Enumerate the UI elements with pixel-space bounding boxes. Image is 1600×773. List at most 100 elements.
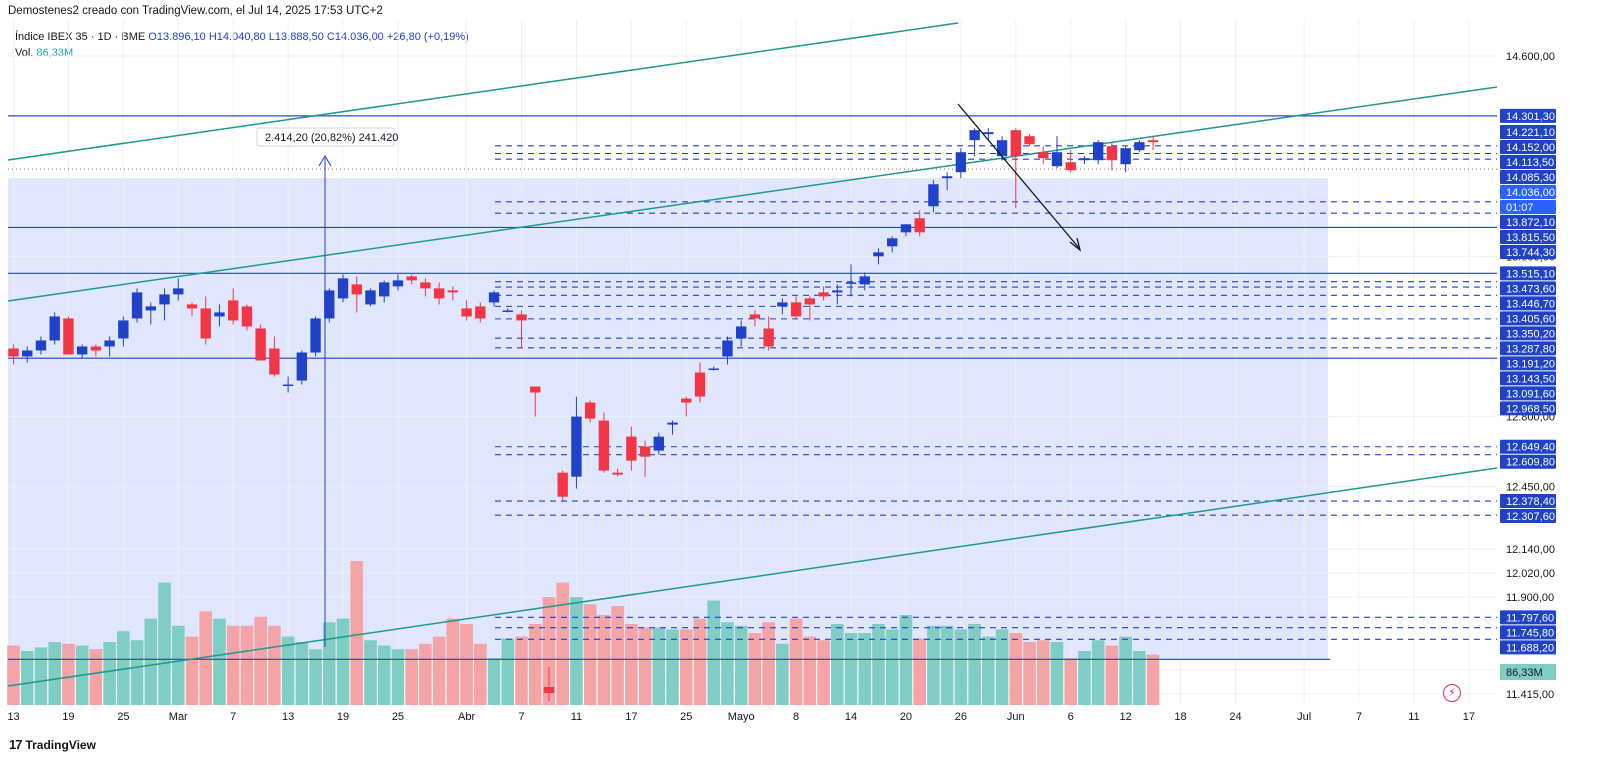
- candle-body: [887, 238, 898, 247]
- measure-label: 2.414,20 (20,82%) 241.420: [265, 132, 398, 144]
- candle-body: [420, 282, 431, 289]
- channel-line: [7, 86, 1498, 302]
- volume-bar: [885, 629, 899, 705]
- time-axis-label: 25: [392, 711, 404, 723]
- volume-bar: [501, 638, 515, 705]
- price-tag-label: 12.968,50: [1506, 403, 1555, 415]
- price-tag: [1500, 184, 1556, 199]
- volume-bar: [679, 629, 693, 705]
- candle-body: [914, 218, 925, 233]
- time-axis-label: Jun: [1007, 711, 1025, 723]
- time-axis-label: 18: [1174, 711, 1186, 723]
- candle-body: [22, 350, 33, 357]
- candle-body: [516, 314, 527, 321]
- candle-body: [35, 340, 47, 351]
- candle-body: [859, 276, 870, 285]
- volume-bar: [913, 638, 926, 705]
- price-tag-label: 13.473,60: [1506, 283, 1555, 295]
- candle-body: [488, 292, 500, 303]
- volume-bar: [213, 618, 226, 705]
- price-tag-label: 13.515,10: [1506, 268, 1555, 280]
- candle-body: [681, 398, 692, 403]
- volume-bar: [542, 597, 556, 705]
- candle-body: [200, 308, 211, 339]
- volume-bar: [1023, 642, 1036, 705]
- candle-body: [49, 316, 60, 341]
- volume-bar: [858, 633, 872, 705]
- time-axis-label: 8: [793, 711, 799, 723]
- candle-body: [1051, 152, 1063, 167]
- candle-body: [502, 310, 513, 312]
- time-axis-label: 25: [680, 711, 692, 723]
- symbol-legend: Índice IBEX 35 · 1D · BME O13.896,10 H14…: [15, 29, 469, 61]
- price-tag-label: 13.872,10: [1506, 217, 1555, 229]
- volume-bar: [789, 618, 803, 705]
- price-tag-label: 13.091,60: [1506, 388, 1555, 400]
- candle-body: [928, 184, 939, 207]
- price-axis-label: 12.020,00: [1506, 568, 1555, 580]
- brand-name: TradingView: [25, 737, 96, 752]
- channel-line: [7, 467, 1498, 687]
- time-axis-label: 12: [1120, 711, 1132, 723]
- volume-bar: [117, 631, 130, 705]
- price-tag: [1500, 281, 1556, 296]
- time-axis-label: 7: [518, 711, 524, 723]
- price-tag-label: 13.191,20: [1506, 358, 1555, 370]
- candle-body: [324, 290, 335, 319]
- volume-bar: [721, 622, 734, 705]
- price-tag: [1500, 625, 1556, 640]
- candle-body: [598, 420, 610, 471]
- candle-body: [227, 300, 239, 321]
- candle-body: [832, 290, 843, 293]
- volume-bar: [995, 629, 1009, 705]
- symbol-name[interactable]: Índice IBEX 35 · 1D · BME: [15, 31, 146, 43]
- volume-bar: [377, 645, 391, 705]
- volume-bar: [240, 625, 254, 705]
- price-tag: [1500, 326, 1556, 341]
- volume-bar: [515, 636, 528, 705]
- price-tag-label: 14.221,10: [1506, 127, 1555, 139]
- volume-bar: [1036, 640, 1050, 705]
- change-value: +26,80 (+0,19%): [386, 31, 469, 43]
- volume-bar: [254, 616, 267, 705]
- low-value: L13.888,50: [268, 31, 324, 43]
- volume-bar: [419, 643, 432, 705]
- volume-bar: [460, 624, 473, 705]
- candle-body: [735, 326, 747, 339]
- volume-bar: [432, 636, 446, 705]
- price-tag-label: 14.113,50: [1506, 157, 1554, 169]
- time-axis-label: 19: [337, 711, 349, 723]
- volume-bar: [336, 618, 350, 705]
- lightning-icon[interactable]: ⚡: [1443, 684, 1461, 702]
- candle-body: [543, 686, 555, 693]
- candle-body: [1024, 136, 1035, 145]
- candle-body: [639, 446, 651, 457]
- candle-body: [365, 290, 376, 305]
- price-tag: [1500, 296, 1556, 311]
- volume-bar: [130, 640, 144, 705]
- price-tag-label: 13.350,20: [1506, 328, 1555, 340]
- price-axis-label: 11.900,00: [1506, 592, 1554, 604]
- time-axis-label: 7: [1356, 711, 1362, 723]
- volume-bar: [185, 636, 199, 705]
- tradingview-logo[interactable]: 17 TradingView: [9, 737, 96, 752]
- volume-bar: [803, 636, 817, 705]
- candle-body: [104, 340, 115, 347]
- volume-bar: [226, 625, 240, 705]
- volume-bar: [474, 643, 487, 705]
- candle-body: [1079, 158, 1090, 161]
- price-tag-label: 13.287,80: [1506, 343, 1555, 355]
- price-tag: [1500, 640, 1556, 655]
- price-tag-label: 12.609,80: [1506, 457, 1555, 469]
- candle-body: [269, 348, 280, 375]
- candle-body: [900, 224, 912, 233]
- time-axis-label: 14: [845, 711, 857, 723]
- measure-label-box: [256, 127, 395, 147]
- volume-bar: [309, 649, 322, 705]
- volume-bar: [954, 629, 968, 705]
- candle-body: [1065, 162, 1076, 171]
- candle-body: [818, 292, 829, 297]
- price-tag: [1500, 341, 1556, 356]
- tradingview-mark-icon: 17: [9, 737, 23, 752]
